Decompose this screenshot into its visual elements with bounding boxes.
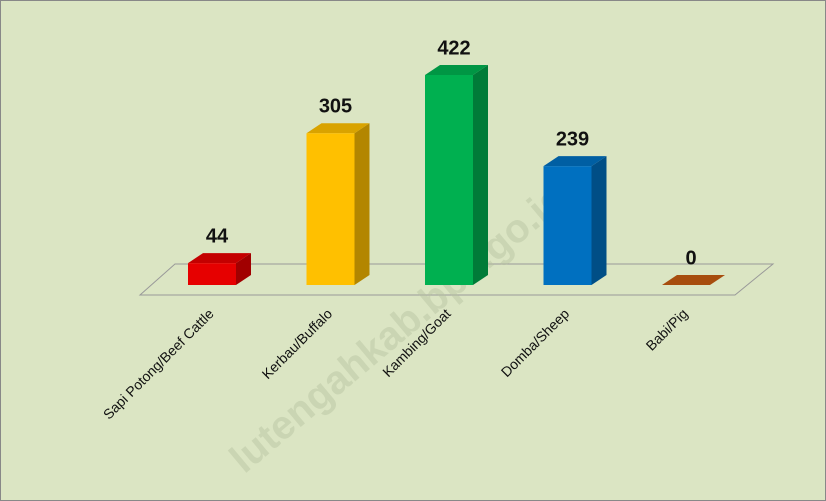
bar-front — [306, 133, 355, 285]
bar — [188, 253, 251, 285]
bar-side — [354, 123, 370, 285]
data-label: 239 — [556, 128, 589, 150]
bar-top — [188, 253, 251, 264]
data-label: 305 — [319, 96, 352, 118]
bar-side — [236, 253, 251, 285]
bar-front — [425, 75, 473, 285]
bar-front — [188, 263, 236, 285]
data-label: 44 — [206, 225, 229, 247]
bar — [543, 156, 607, 285]
bar — [306, 123, 370, 285]
bar-top — [425, 65, 488, 75]
data-label: 422 — [437, 37, 470, 59]
bar-side — [591, 156, 607, 285]
bar-side — [473, 65, 488, 285]
bar-top — [306, 123, 370, 134]
bar-top — [662, 275, 725, 285]
bar — [425, 65, 488, 285]
data-label: 0 — [685, 247, 696, 269]
bar — [662, 275, 725, 285]
bar-front — [543, 166, 592, 285]
bar-top — [543, 156, 607, 167]
